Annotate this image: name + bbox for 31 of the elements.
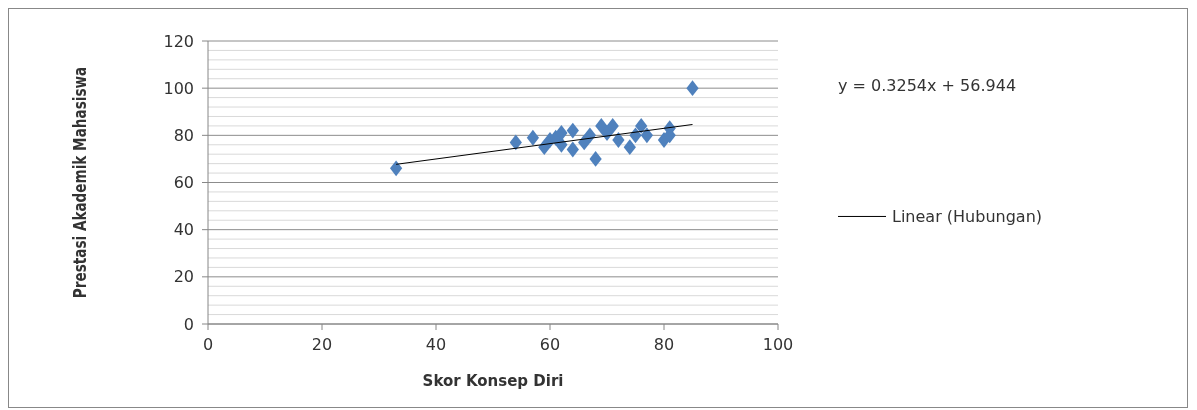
point: [640, 127, 654, 144]
y-tick-label: 80: [173, 125, 194, 145]
point: [566, 141, 579, 158]
x-tick-label: 40: [425, 335, 447, 354]
x-tick-label: 60: [539, 335, 561, 354]
point: [623, 139, 636, 156]
x-tick-label: 80: [653, 335, 675, 354]
y-tick-label: 100: [163, 78, 194, 98]
point: [606, 117, 619, 134]
y-tick-label: 20: [173, 267, 194, 287]
y-axis-title: Prestasi Akademik Mahasiswa: [70, 66, 91, 299]
y-tick-label: 120: [163, 31, 194, 51]
point: [509, 134, 522, 151]
y-tick-label: 40: [173, 220, 194, 240]
x-tick-label: 100: [762, 335, 794, 354]
point: [583, 127, 597, 144]
point: [566, 122, 579, 139]
y-tick-label: 0: [183, 314, 194, 334]
point: [555, 125, 568, 141]
point: [589, 150, 602, 167]
point: [526, 129, 540, 146]
point: [389, 160, 403, 177]
x-tick-label: 20: [311, 335, 333, 354]
legend-label: Linear (Hubungan): [892, 207, 1043, 227]
point: [686, 80, 699, 97]
x-axis-title: Skor Konsep Diri: [422, 372, 564, 390]
y-tick-label: 60: [173, 173, 194, 193]
x-tick-label: 0: [202, 335, 214, 354]
point: [635, 117, 648, 134]
text: y = 0.3254x + 56.944: [838, 76, 1017, 95]
point: [612, 132, 625, 149]
